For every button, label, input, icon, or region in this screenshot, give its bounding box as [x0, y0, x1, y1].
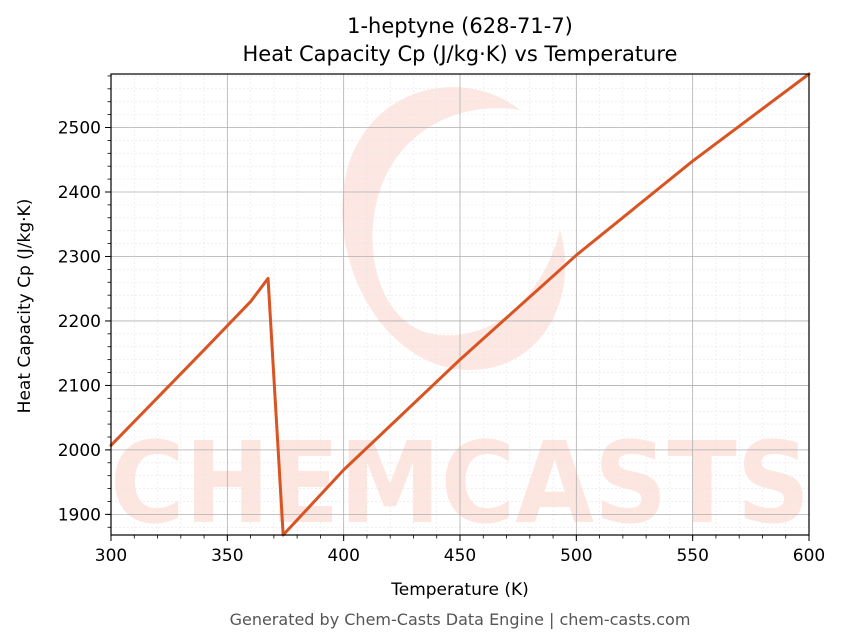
watermark-swirl — [342, 87, 566, 371]
x-axis-label: Temperature (K) — [390, 580, 529, 600]
y-tick-label: 2300 — [58, 247, 101, 267]
y-tick-label: 1900 — [58, 505, 101, 525]
y-tick-label: 2100 — [58, 376, 101, 396]
y-tick-label: 2200 — [58, 312, 101, 332]
x-tick-label: 550 — [676, 546, 708, 566]
x-tick-label: 450 — [444, 546, 476, 566]
y-tick-label: 2500 — [58, 119, 101, 139]
chart-title-line1: 1-heptyne (628-71-7) — [347, 14, 573, 38]
chart-title-line2: Heat Capacity Cp (J/kg·K) vs Temperature — [243, 42, 678, 66]
y-axis-label: Heat Capacity Cp (J/kg·K) — [15, 199, 35, 414]
axis-ticks: 300 350 400 450 500 550 600 1900 2000 2100 2200 230… — [58, 75, 825, 566]
x-tick-label: 600 — [793, 546, 825, 566]
x-tick-label: 500 — [560, 546, 592, 566]
x-tick-label: 400 — [327, 546, 359, 566]
x-tick-label: 300 — [95, 546, 127, 566]
footer-credit: Generated by Chem-Casts Data Engine | ch… — [230, 610, 691, 629]
y-tick-label: 2400 — [58, 183, 101, 203]
x-tick-label: 350 — [211, 546, 243, 566]
y-tick-label: 2000 — [58, 441, 101, 461]
